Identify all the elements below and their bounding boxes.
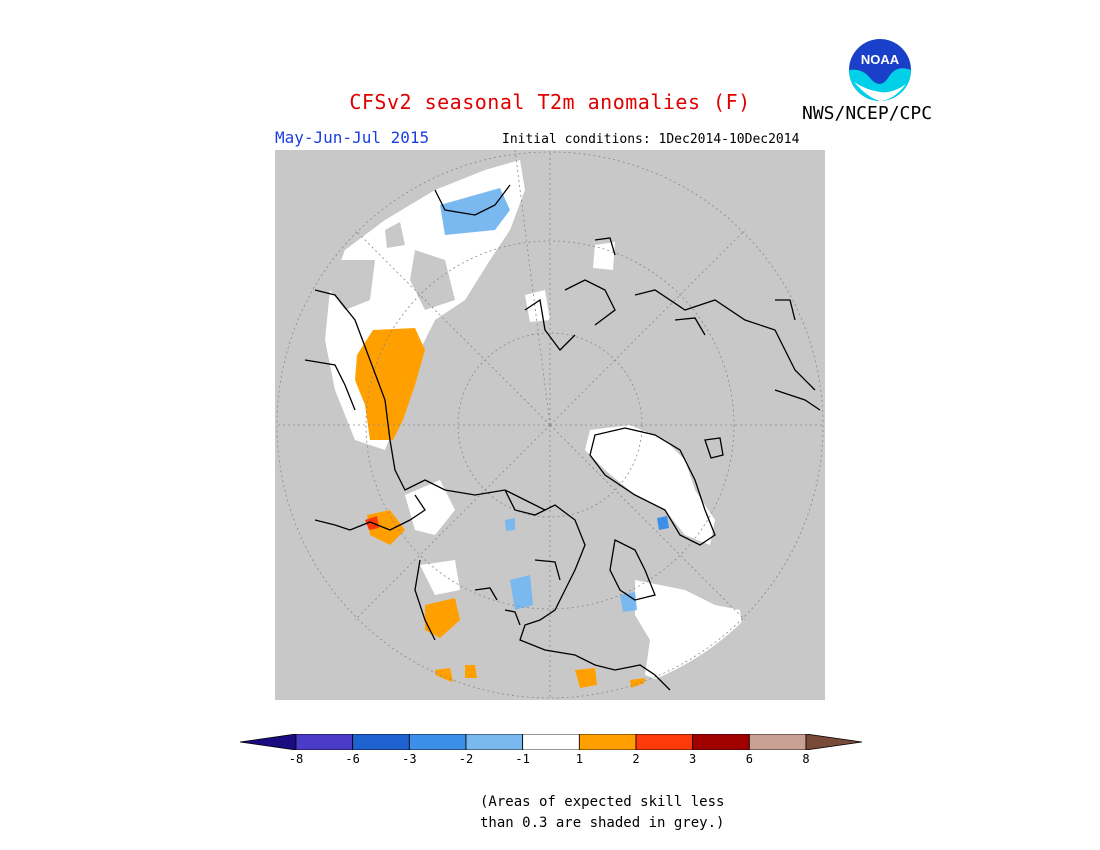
region-cool-greenland-dot [657,516,669,530]
skill-note-line-1: (Areas of expected skill less [480,794,725,810]
legend-tick-label: 1 [575,752,583,766]
legend-bin [465,733,524,751]
legend-bin [352,733,410,751]
legend-tick-label: 2 [632,752,640,766]
legend-bin [748,733,807,751]
map-title: CFSv2 seasonal T2m anomalies (F) [349,90,751,114]
legend-bin-above-max [805,733,863,751]
legend-tick-label: -6 [345,752,360,766]
region-cool-europe [440,188,510,235]
legend-bin [692,733,750,751]
color-legend-bar [239,733,863,751]
region-near-normal-greenland [585,425,715,545]
legend-tick-label: 3 [689,752,697,766]
legend-bin [295,733,354,751]
legend-bin [578,733,637,751]
legend-tick-label: -8 [288,752,304,766]
skill-note: (Areas of expected skill less than 0.3 a… [480,792,724,834]
logo-text: NOAA [861,52,900,67]
noaa-logo: NOAA [848,38,912,102]
region-warm-pacific-nw [425,598,460,638]
agency-label: NWS/NCEP/CPC [802,103,933,124]
legend-tick-label: -1 [515,752,530,766]
meridians [275,149,825,700]
region-cool-hudson [510,575,533,610]
region-warm-eastern-europe [355,328,425,440]
legend-bin [635,733,694,751]
initial-conditions: Initial conditions: 1Dec2014-10Dec2014 [502,132,800,147]
legend-tick-label: -2 [458,752,474,766]
forecast-period: May-Jun-Jul 2015 [275,128,430,147]
map-frame [275,149,825,700]
legend-tick-label: 8 [802,752,810,766]
legend-bin [408,733,467,751]
coastlines [304,184,821,691]
legend-bin [522,733,580,751]
legend-tick-label: 6 [745,752,753,766]
legend-bin-below-min [239,733,297,751]
legend-tick-label: -3 [402,752,417,766]
skill-note-line-2: than 0.3 are shaded in grey.) [480,815,725,831]
